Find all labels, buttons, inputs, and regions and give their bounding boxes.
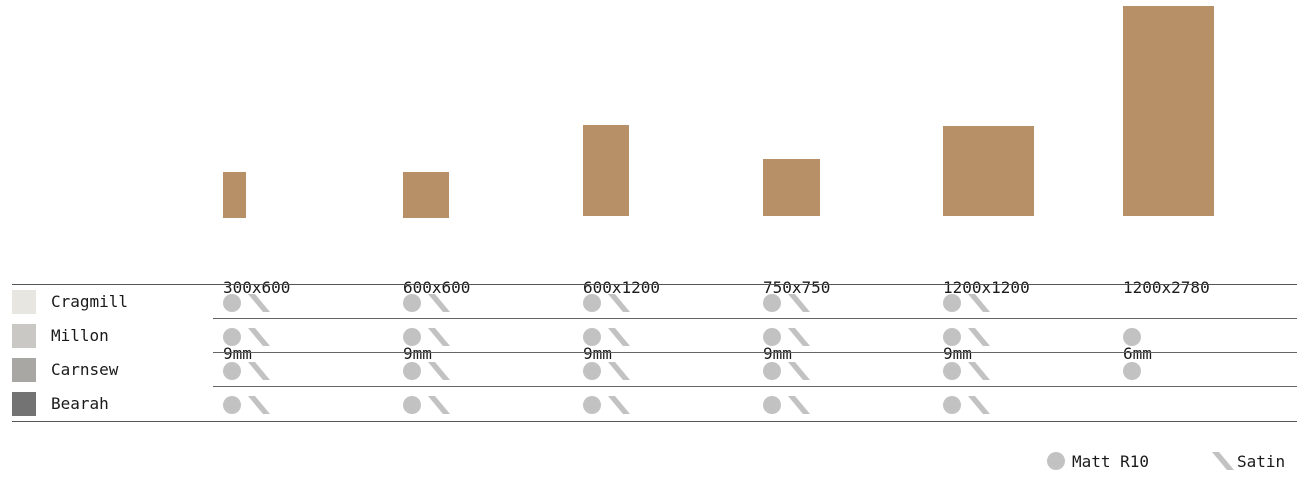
matt-finish-icon [763, 328, 781, 346]
product-swatch [12, 324, 36, 348]
product-name: Cragmill [51, 292, 129, 311]
satin-finish-icon [788, 328, 810, 346]
satin-finish-icon [428, 362, 450, 380]
satin-finish-icon [608, 362, 630, 380]
satin-finish-icon [968, 362, 990, 380]
satin-finish-icon [788, 396, 810, 414]
matt-finish-icon [763, 396, 781, 414]
tile-illustration-600x600 [403, 172, 449, 218]
row-divider [213, 386, 1297, 387]
satin-finish-icon [428, 396, 450, 414]
legend-matt-icon [1047, 452, 1065, 470]
size-label: 600x600 9mm [403, 233, 470, 387]
legend-matt-label: Matt R10 [1072, 452, 1150, 471]
satin-finish-icon [248, 328, 270, 346]
matt-finish-icon [403, 396, 421, 414]
satin-finish-icon [968, 328, 990, 346]
matt-finish-icon [403, 294, 421, 312]
size-dimension: 600x600 [403, 278, 471, 297]
product-name: Millon [51, 326, 109, 345]
product-row-cragmill[interactable]: Cragmill [12, 286, 1297, 320]
product-name: Carnsew [51, 360, 119, 379]
tile-illustration-1200x2780 [1123, 6, 1214, 216]
size-dimension: 1200x2780 [1123, 278, 1210, 297]
size-thickness: 6mm [1123, 344, 1152, 363]
tile-illustration-600x1200 [583, 125, 629, 216]
matt-finish-icon [223, 362, 241, 380]
size-thickness: 9mm [223, 344, 252, 363]
size-thickness: 9mm [943, 344, 972, 363]
satin-finish-icon [248, 396, 270, 414]
row-divider [213, 318, 1297, 319]
size-label: 600x1200 9mm [583, 233, 660, 387]
satin-finish-icon [608, 396, 630, 414]
matt-finish-icon [1123, 328, 1141, 346]
product-swatch [12, 358, 36, 382]
size-label: 300x600 9mm [223, 233, 290, 387]
tile-illustration-1200x1200 [943, 126, 1034, 216]
size-dimension: 600x1200 [583, 278, 661, 297]
size-thickness: 9mm [763, 344, 792, 363]
matt-finish-icon [403, 328, 421, 346]
matt-finish-icon [943, 362, 961, 380]
matt-finish-icon [943, 294, 961, 312]
satin-finish-icon [788, 362, 810, 380]
matt-finish-icon [223, 328, 241, 346]
product-name: Bearah [51, 394, 109, 413]
satin-finish-icon [608, 294, 630, 312]
matt-finish-icon [403, 362, 421, 380]
size-label: 750x750 9mm [763, 233, 830, 387]
tile-illustration-750x750 [763, 159, 820, 216]
matt-finish-icon [583, 294, 601, 312]
product-row-millon[interactable]: Millon [12, 320, 1297, 354]
satin-finish-icon [248, 362, 270, 380]
size-dimension: 1200x1200 [943, 278, 1030, 297]
tile-illustration-300x600 [223, 172, 246, 218]
satin-finish-icon [608, 328, 630, 346]
product-row-bearah[interactable]: Bearah [12, 388, 1297, 422]
size-dimension: 750x750 [763, 278, 831, 297]
size-thickness: 9mm [403, 344, 432, 363]
product-swatch [12, 290, 36, 314]
matt-finish-icon [763, 294, 781, 312]
size-label: 1200x1200 9mm [943, 233, 1030, 387]
row-divider [213, 352, 1297, 353]
size-dimension: 300x600 [223, 278, 291, 297]
product-swatch [12, 392, 36, 416]
satin-finish-icon [968, 294, 990, 312]
matt-finish-icon [943, 328, 961, 346]
matt-finish-icon [1123, 362, 1141, 380]
matt-finish-icon [583, 328, 601, 346]
matt-finish-icon [223, 294, 241, 312]
satin-finish-icon [788, 294, 810, 312]
satin-finish-icon [428, 328, 450, 346]
matt-finish-icon [223, 396, 241, 414]
matt-finish-icon [583, 362, 601, 380]
table-bottom-rule [12, 421, 1297, 422]
matt-finish-icon [583, 396, 601, 414]
product-row-carnsew[interactable]: Carnsew [12, 354, 1297, 388]
size-label: 1200x2780 6mm [1123, 233, 1210, 387]
satin-finish-icon [248, 294, 270, 312]
matt-finish-icon [943, 396, 961, 414]
satin-finish-icon [428, 294, 450, 312]
table-top-rule [12, 284, 1297, 285]
size-thickness: 9mm [583, 344, 612, 363]
legend-satin-label: Satin [1237, 452, 1286, 471]
legend-satin-icon [1212, 452, 1234, 470]
satin-finish-icon [968, 396, 990, 414]
matt-finish-icon [763, 362, 781, 380]
